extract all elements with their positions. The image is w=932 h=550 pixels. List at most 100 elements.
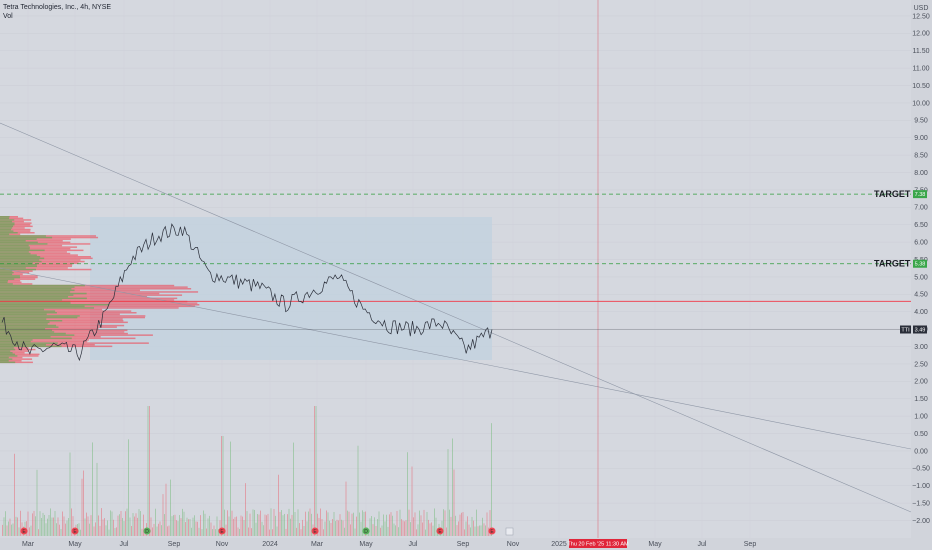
volume-bar xyxy=(126,508,128,536)
volume-bar xyxy=(369,518,371,536)
volume-profile-bar-up xyxy=(0,251,29,253)
volume-bar xyxy=(434,508,435,536)
volume-bar xyxy=(35,516,36,536)
descending-trendline[interactable] xyxy=(0,122,912,513)
event-marker[interactable]: E xyxy=(218,527,226,535)
event-marker[interactable]: E xyxy=(311,527,319,535)
volume-bar xyxy=(383,514,384,536)
volume-profile-bar-up xyxy=(0,264,37,266)
time-tick-label: May xyxy=(68,541,82,548)
event-marker[interactable]: E xyxy=(488,527,496,535)
volume-bar xyxy=(176,520,177,536)
volume-bar xyxy=(395,525,396,536)
volume-bar xyxy=(317,513,318,536)
volume-bar xyxy=(2,524,3,536)
volume-bar xyxy=(402,520,404,536)
volume-bar xyxy=(153,523,155,536)
volume-profile-bar-up xyxy=(0,286,75,288)
volume-bar xyxy=(210,522,212,536)
volume-bar xyxy=(248,527,249,536)
volume-bar xyxy=(305,511,306,536)
volume-profile-bar-up xyxy=(0,334,75,336)
svg-text:D: D xyxy=(364,529,368,535)
volume-bar xyxy=(47,518,48,536)
volume-bar xyxy=(449,509,450,536)
volume-bar xyxy=(390,512,392,536)
volume-bar xyxy=(170,479,171,536)
volume-bar xyxy=(425,529,426,536)
event-marker[interactable]: E xyxy=(71,527,79,535)
volume-bar xyxy=(420,515,422,536)
price-tick-label: 6.50 xyxy=(914,222,928,229)
volume-bar xyxy=(161,525,162,536)
volume-bar xyxy=(15,516,17,536)
volume-profile-bar xyxy=(0,225,33,228)
volume-bar xyxy=(260,510,261,536)
volume-bar xyxy=(177,521,179,536)
volume-label: Vol xyxy=(3,13,13,20)
event-marker[interactable]: D xyxy=(362,527,370,535)
volume-profile-bar-up xyxy=(0,332,66,335)
event-marker[interactable]: E xyxy=(436,527,444,535)
volume-bar xyxy=(108,529,110,536)
volume-bar xyxy=(471,516,473,536)
volume-bar xyxy=(350,524,351,536)
price-series[interactable] xyxy=(1,223,493,362)
volume-bar xyxy=(266,515,267,536)
volume-bar xyxy=(207,518,209,536)
time-tick-label: Mar xyxy=(311,541,324,548)
volume-bar xyxy=(422,522,423,536)
volume-bar xyxy=(60,528,62,536)
volume-profile-bar xyxy=(0,228,31,231)
volume-profile-bar xyxy=(0,244,63,247)
volume-bar xyxy=(488,527,489,536)
volume-profile-bar-up xyxy=(0,299,63,301)
volume-profile-bar xyxy=(0,356,23,359)
volume-bar xyxy=(215,529,216,536)
volume-bar xyxy=(237,527,239,536)
price-tick-label: 10.50 xyxy=(912,83,930,90)
price-tick-label: 9.00 xyxy=(914,135,928,142)
volume-profile-bar-up xyxy=(0,216,10,218)
volume-bar xyxy=(446,527,447,536)
svg-text:3.49: 3.49 xyxy=(915,328,926,334)
volume-bar xyxy=(404,521,405,536)
volume-profile-bar-up xyxy=(0,252,31,255)
lower-trendline[interactable] xyxy=(0,267,912,450)
volume-bar xyxy=(372,524,374,536)
time-axis[interactable]: Mar May Jul Sep Nov 2024 Mar May Jul Sep Nov 2025 Ma… xyxy=(22,541,756,548)
volume-profile-bar xyxy=(0,291,199,293)
volume-bar xyxy=(447,449,449,536)
time-tick-label: 2024 xyxy=(262,541,278,548)
event-marker[interactable]: D xyxy=(143,527,151,535)
future-event-marker[interactable] xyxy=(505,527,514,536)
volume-bar xyxy=(29,527,30,536)
time-tick-label: 2025 xyxy=(551,541,567,548)
time-tick-label: Nov xyxy=(507,541,520,548)
volume-bar xyxy=(416,529,417,536)
price-line[interactable] xyxy=(1,223,493,362)
volume-bar xyxy=(191,527,192,536)
volume-profile-bar xyxy=(0,230,31,232)
volume-bar xyxy=(168,525,170,536)
volume-bar xyxy=(486,512,488,536)
volume-profile-bar-up xyxy=(0,270,13,272)
volume-bar xyxy=(18,527,20,536)
volume-bar xyxy=(299,523,300,536)
volume-profile-bar xyxy=(0,323,99,325)
volume-bar xyxy=(321,519,323,536)
volume-profile-bar xyxy=(0,360,22,362)
svg-text:E: E xyxy=(22,529,26,535)
volume-profile-bar xyxy=(0,235,97,237)
volume-profile-bar-up xyxy=(0,305,85,308)
volume-bar xyxy=(6,525,8,536)
volume-bar xyxy=(39,511,41,536)
volume-bar xyxy=(78,523,80,536)
volume-bar xyxy=(309,508,311,536)
event-marker[interactable]: E xyxy=(20,527,28,535)
volume-bar xyxy=(311,513,312,536)
volume-profile-bar xyxy=(0,217,24,220)
volume-profile-bar-up xyxy=(0,328,46,330)
